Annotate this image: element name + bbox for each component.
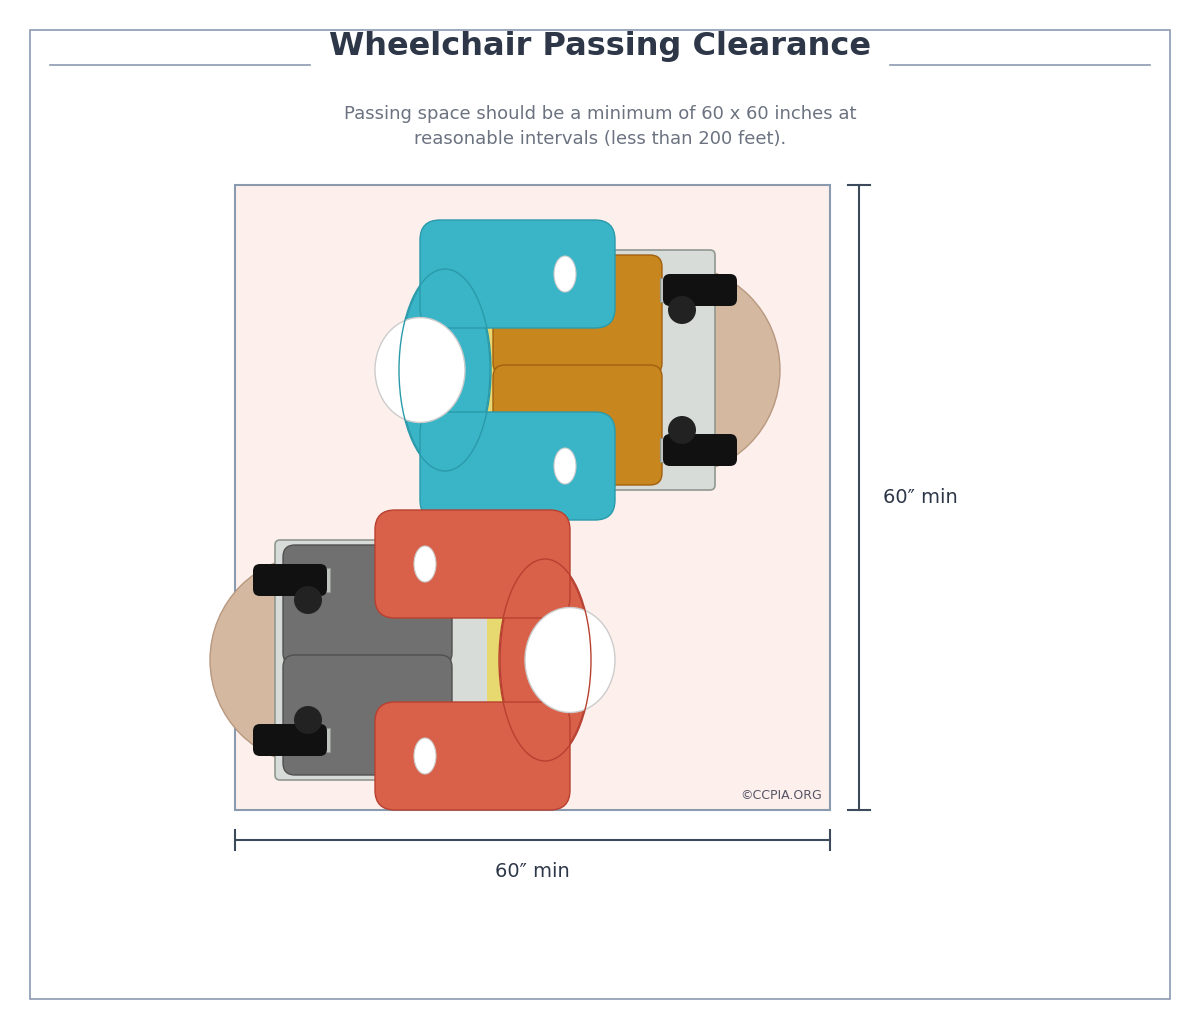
Bar — [475, 270, 503, 470]
FancyBboxPatch shape — [466, 250, 715, 490]
Text: ©CCPIA.ORG: ©CCPIA.ORG — [740, 789, 822, 802]
Ellipse shape — [294, 706, 322, 734]
FancyBboxPatch shape — [283, 545, 452, 665]
FancyBboxPatch shape — [253, 564, 326, 596]
Text: Wheelchair Passing Clearance: Wheelchair Passing Clearance — [329, 31, 871, 62]
FancyBboxPatch shape — [662, 274, 737, 306]
Wedge shape — [210, 555, 314, 765]
FancyBboxPatch shape — [420, 220, 616, 328]
FancyBboxPatch shape — [493, 365, 662, 485]
FancyBboxPatch shape — [420, 412, 616, 520]
Ellipse shape — [554, 448, 576, 484]
FancyBboxPatch shape — [253, 724, 326, 756]
Text: reasonable intervals (less than 200 feet).: reasonable intervals (less than 200 feet… — [414, 130, 786, 148]
Wedge shape — [674, 265, 780, 475]
Ellipse shape — [668, 296, 696, 324]
FancyBboxPatch shape — [283, 655, 452, 775]
Ellipse shape — [668, 416, 696, 443]
FancyBboxPatch shape — [275, 540, 526, 780]
FancyBboxPatch shape — [374, 510, 570, 618]
Ellipse shape — [554, 256, 576, 292]
FancyBboxPatch shape — [493, 255, 662, 375]
FancyBboxPatch shape — [374, 702, 570, 810]
Text: Passing space should be a minimum of 60 x 60 inches at: Passing space should be a minimum of 60 … — [343, 105, 857, 123]
Ellipse shape — [414, 546, 436, 582]
Ellipse shape — [400, 270, 490, 470]
Bar — [487, 560, 515, 760]
Ellipse shape — [526, 607, 616, 712]
Ellipse shape — [500, 560, 590, 760]
Ellipse shape — [374, 318, 466, 423]
Bar — [660, 278, 690, 301]
FancyBboxPatch shape — [662, 434, 737, 466]
Bar — [235, 185, 830, 810]
Text: 60″ min: 60″ min — [496, 862, 570, 881]
Ellipse shape — [414, 738, 436, 774]
Ellipse shape — [294, 586, 322, 614]
Bar — [300, 728, 330, 752]
Text: 60″ min: 60″ min — [883, 488, 958, 507]
Bar — [660, 438, 690, 462]
Bar — [300, 568, 330, 592]
